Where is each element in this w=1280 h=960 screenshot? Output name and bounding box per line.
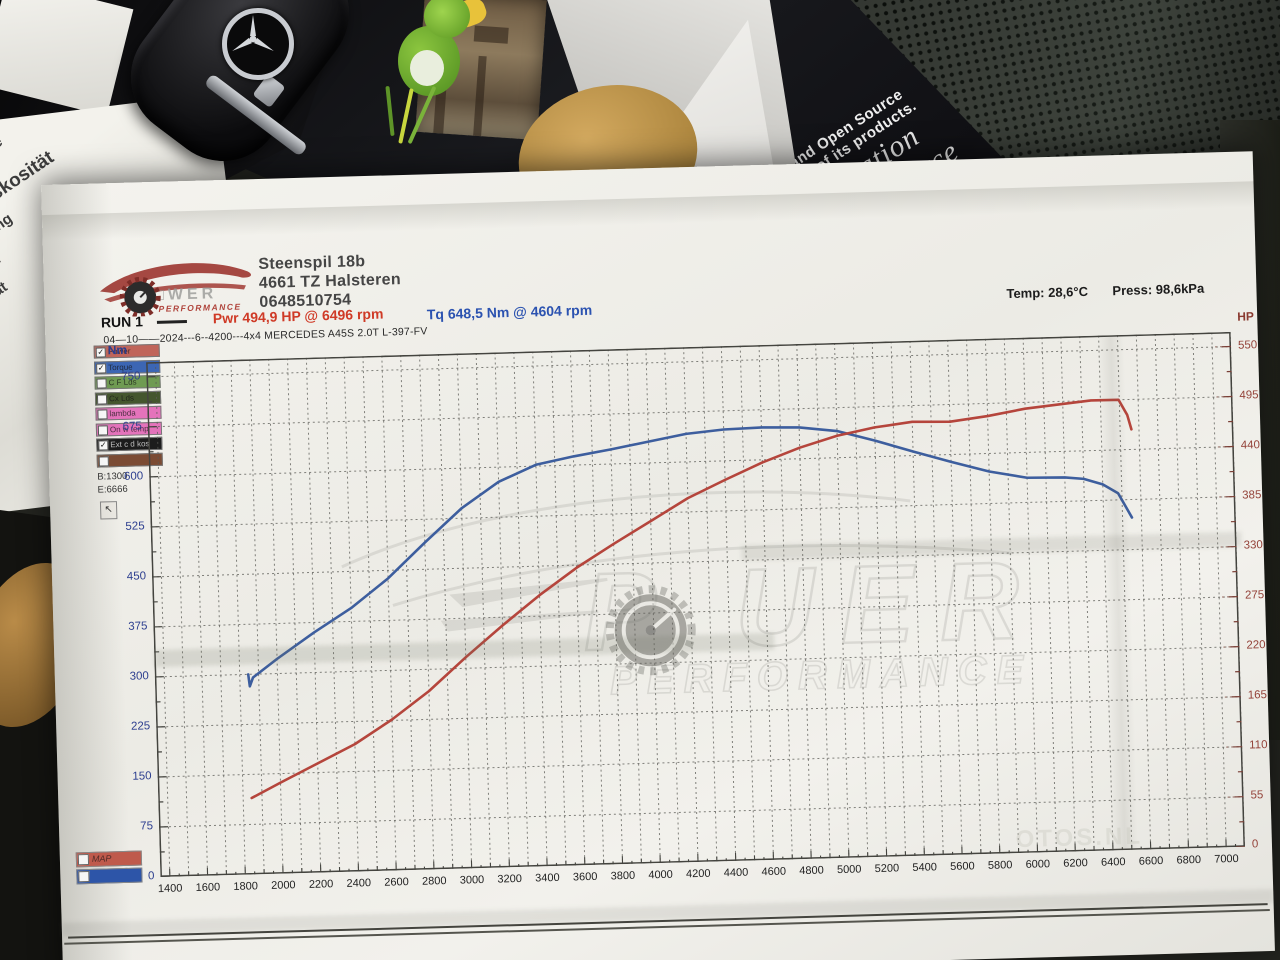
power-peak-value: Pwr 494,9 HP @ 6496 rpm bbox=[212, 305, 384, 327]
right-axis-tick-label: 440 bbox=[1240, 438, 1261, 452]
torque-curve bbox=[246, 426, 1134, 688]
left-axis-tick-label: 600 bbox=[123, 470, 144, 483]
end-rpm-value: E:6666 bbox=[97, 483, 128, 496]
x-axis-tick-label: 5600 bbox=[950, 860, 975, 873]
right-axis-tick-label: 330 bbox=[1243, 538, 1263, 552]
x-axis-tick-label: 3400 bbox=[535, 871, 560, 885]
x-axis-tick-label: 6200 bbox=[1063, 857, 1088, 870]
right-axis-title: HP bbox=[1237, 309, 1255, 324]
left-axis-tick-label: 450 bbox=[126, 570, 147, 583]
x-axis-tick-label: 1400 bbox=[157, 882, 183, 896]
power-performance-logo: □WER PERFORMANCE bbox=[100, 263, 252, 318]
x-axis-tick-label: 4000 bbox=[648, 868, 674, 882]
frog-keychain-belly bbox=[410, 50, 444, 86]
left-axis-tick-label: 675 bbox=[122, 420, 143, 433]
right-axis-tick-label: 220 bbox=[1246, 638, 1266, 652]
bottom-rule bbox=[64, 909, 1270, 945]
torque-peak-value: Tq 648,5 Nm @ 4604 rpm bbox=[426, 301, 593, 323]
x-axis-tick-label: 6000 bbox=[1025, 858, 1051, 871]
x-axis-tick-label: 2200 bbox=[308, 878, 334, 891]
x-axis-tick-label: 6600 bbox=[1138, 855, 1164, 868]
x-axis-tick-label: 2600 bbox=[384, 876, 409, 889]
power-curve bbox=[250, 398, 1133, 800]
german-text-line: cke bbox=[0, 133, 6, 162]
x-axis-tick-label: 4800 bbox=[799, 864, 824, 878]
x-axis-tick-label: 5400 bbox=[912, 861, 938, 875]
right-axis-tick-label: 385 bbox=[1242, 488, 1262, 502]
left-axis-tick-label: 150 bbox=[132, 770, 152, 783]
legend-checkbox bbox=[96, 393, 108, 405]
paper-crease bbox=[41, 181, 1255, 242]
german-text-line: ung bbox=[0, 210, 16, 240]
x-axis-tick-label: 6800 bbox=[1176, 853, 1202, 867]
x-axis-tick-label: 2000 bbox=[270, 879, 296, 892]
right-axis-tick-label: 110 bbox=[1249, 738, 1268, 752]
frog-keychain-head bbox=[424, 0, 470, 38]
left-axis-tick-label: 375 bbox=[128, 620, 148, 633]
left-axis-tick-label: 225 bbox=[130, 720, 151, 733]
left-axis-tick-label: 75 bbox=[140, 820, 154, 833]
dyno-shop-address: Steenspil 18b 4661 TZ Halsteren 0648510754 bbox=[258, 253, 402, 312]
german-text-line: at bbox=[0, 278, 11, 300]
bottom-rule bbox=[68, 903, 1268, 939]
run-label: RUN 1 bbox=[100, 313, 144, 331]
dyno-chart-plot: P UER PERFORMANCE bbox=[146, 331, 1246, 878]
x-axis-tick-label: 4200 bbox=[685, 867, 711, 881]
x-axis-tick-label: 2400 bbox=[346, 877, 372, 890]
x-axis-tick-label: 3800 bbox=[610, 869, 636, 883]
left-axis-tick-label: 300 bbox=[129, 670, 149, 683]
left-axis-tick-label: 750 bbox=[121, 370, 141, 383]
ambient-pressure-value: Press: 98,6kPa bbox=[1112, 280, 1205, 299]
right-axis-tick-label: 495 bbox=[1239, 388, 1259, 402]
cursor-tool-icon: ↖ bbox=[99, 501, 118, 520]
photo-watermark: OTOS.NL bbox=[1015, 822, 1144, 854]
x-axis-tick-label: 4400 bbox=[723, 866, 749, 880]
x-axis-tick-label: 5000 bbox=[836, 863, 862, 877]
x-axis-tick-label: 5800 bbox=[987, 859, 1013, 872]
dyno-printout-sheet: □WER PERFORMANCE Steenspil 18b 4661 TZ Ha… bbox=[41, 151, 1275, 960]
legend-checkbox: ✓ bbox=[98, 440, 109, 451]
left-axis-tick-label: 525 bbox=[125, 520, 145, 533]
x-axis-tick-label: 6400 bbox=[1100, 856, 1126, 869]
x-axis-tick-label: 2800 bbox=[421, 875, 447, 888]
x-axis-tick-label: 5200 bbox=[874, 862, 900, 876]
right-axis-tick-label: 275 bbox=[1244, 588, 1265, 602]
run-line-sample bbox=[156, 320, 187, 324]
x-axis-tick-label: 3600 bbox=[572, 870, 598, 884]
right-axis-zero-label: 0 bbox=[1251, 838, 1259, 851]
svg-text:□WER: □WER bbox=[154, 285, 217, 304]
x-axis-tick-label: 1800 bbox=[233, 880, 259, 893]
legend-checkbox bbox=[97, 409, 108, 420]
x-axis-tick-label: 4600 bbox=[761, 865, 787, 879]
right-axis-tick-label: 165 bbox=[1247, 688, 1268, 702]
svg-text:PERFORMANCE: PERFORMANCE bbox=[158, 302, 241, 314]
right-axis-tick-label: 55 bbox=[1250, 789, 1264, 802]
ambient-temp-value: Temp: 28,6°C bbox=[1006, 283, 1089, 302]
x-axis-tick-label: 1600 bbox=[195, 881, 221, 895]
legend-checkbox bbox=[98, 455, 109, 467]
x-axis-tick-label: 3000 bbox=[459, 873, 485, 887]
smudge-band bbox=[61, 888, 1274, 937]
right-axis-tick-label: 550 bbox=[1237, 338, 1258, 352]
mercedes-star-icon bbox=[222, 8, 294, 80]
x-axis-tick-label: 3200 bbox=[497, 872, 523, 886]
map-legend-chip bbox=[76, 867, 143, 885]
german-text-line: t bbox=[0, 250, 4, 268]
legend-checkbox: ✓ bbox=[95, 347, 106, 358]
map-legend-chip: MAP bbox=[75, 850, 143, 868]
x-axis-tick-label: 7000 bbox=[1214, 852, 1239, 866]
left-axis-title: Nm bbox=[107, 342, 128, 358]
